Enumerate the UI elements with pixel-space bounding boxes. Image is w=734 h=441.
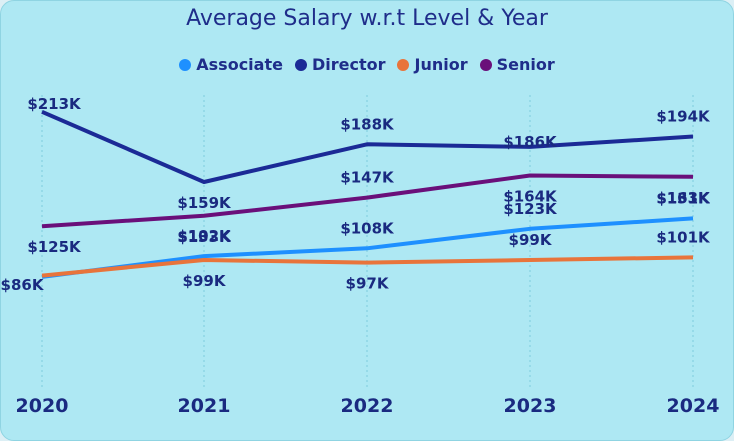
- legend-item-senior[interactable]: Senior: [479, 55, 555, 74]
- data-label: $108K: [340, 219, 395, 237]
- x-tick-label: 2021: [178, 395, 231, 417]
- legend-dot-icon: [179, 58, 192, 71]
- data-label: $123K: [503, 200, 558, 218]
- series-line-associate: [41, 216, 694, 279]
- data-label: $97K: [346, 275, 390, 293]
- data-label: $133K: [177, 228, 232, 246]
- legend-label: Director: [311, 55, 386, 74]
- legend-dot-icon: [397, 58, 410, 71]
- legend-label: Junior: [414, 55, 468, 74]
- series-line-junior: [41, 255, 694, 278]
- data-label: $147K: [340, 169, 395, 187]
- x-tick-label: 2023: [504, 395, 557, 417]
- legend-item-director[interactable]: Director: [294, 55, 386, 74]
- data-label: $86K: [1, 276, 45, 294]
- chart-title: Average Salary w.r.t Level & Year: [186, 6, 548, 31]
- data-label: $194K: [656, 108, 711, 126]
- data-label: $102K: [177, 227, 232, 245]
- series-line-director: [41, 109, 694, 184]
- legend-label: Associate: [196, 55, 283, 74]
- data-label: $125K: [27, 238, 82, 256]
- legend-dot-icon: [294, 58, 307, 71]
- data-label: $101K: [656, 228, 711, 246]
- legend-item-associate[interactable]: Associate: [179, 55, 283, 74]
- chart-legend: Associate Director Junior Senior: [0, 55, 734, 74]
- data-label: $186K: [503, 133, 558, 151]
- data-label: $159K: [177, 194, 232, 212]
- data-label: $131K: [656, 189, 711, 207]
- series-line-senior: [41, 173, 694, 229]
- x-tick-label: 2022: [341, 395, 394, 417]
- x-tick-label: 2020: [16, 395, 69, 417]
- data-label: $164K: [503, 188, 558, 206]
- data-label: $213K: [27, 95, 82, 113]
- data-label: $99K: [509, 231, 553, 249]
- data-label: $188K: [340, 115, 395, 133]
- data-label: $99K: [183, 272, 227, 290]
- legend-dot-icon: [479, 58, 492, 71]
- data-label: $163K: [656, 189, 711, 207]
- x-tick-label: 2024: [667, 395, 720, 417]
- legend-item-junior[interactable]: Junior: [397, 55, 468, 74]
- legend-label: Senior: [496, 55, 555, 74]
